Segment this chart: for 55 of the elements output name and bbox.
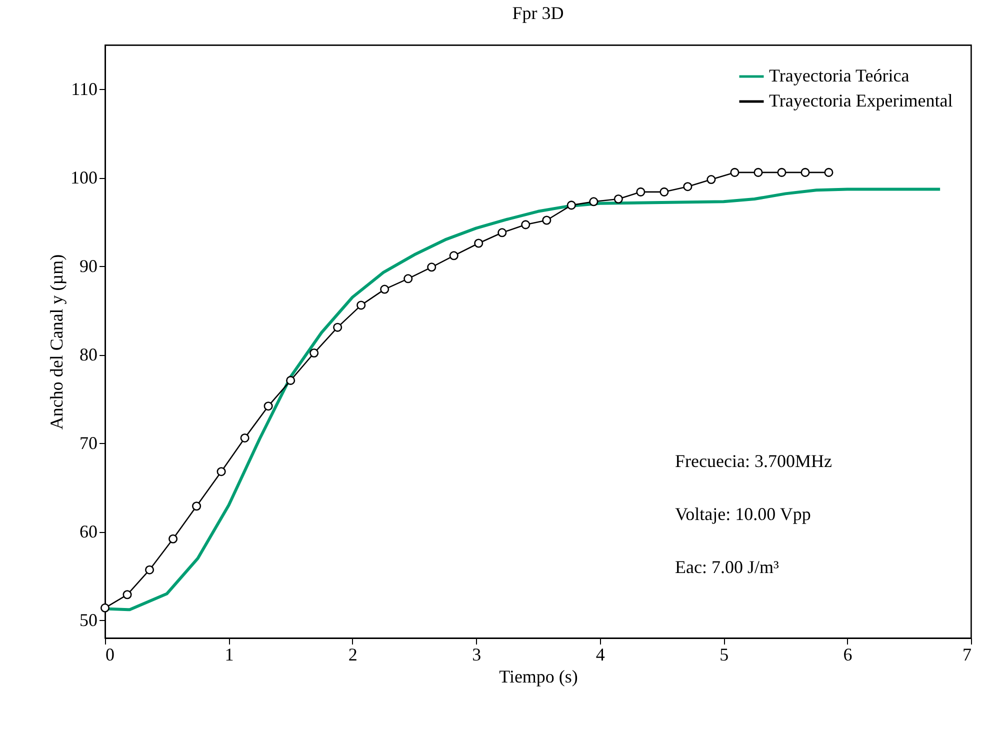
point bbox=[404, 274, 413, 284]
x-tick-label: 6 bbox=[843, 644, 852, 664]
annotation: Eac: 7.00 J/m³ bbox=[675, 557, 780, 577]
point bbox=[589, 197, 598, 206]
x-tick-label: 4 bbox=[596, 644, 605, 664]
point bbox=[474, 238, 484, 248]
point bbox=[286, 376, 296, 385]
point bbox=[356, 300, 366, 310]
point bbox=[192, 502, 202, 511]
legend-label: Trayectoria Experimental bbox=[769, 90, 953, 110]
x-tick-label: 0 bbox=[106, 644, 114, 664]
legend-label: Trayectoria Teórica bbox=[769, 66, 910, 86]
point bbox=[122, 590, 132, 600]
y-tick-label: 80 bbox=[80, 344, 98, 364]
y-tick-label: 100 bbox=[70, 167, 98, 188]
x-tick-label: 2 bbox=[348, 644, 358, 664]
point bbox=[614, 194, 623, 204]
point bbox=[730, 168, 740, 177]
x-tick-label: 1 bbox=[224, 644, 234, 664]
point bbox=[824, 168, 834, 177]
point bbox=[427, 262, 436, 272]
point bbox=[706, 175, 716, 184]
y-tick-label: 90 bbox=[80, 256, 98, 276]
annotation: Frecuecia: 3.700MHz bbox=[675, 451, 832, 471]
y-tick-label: 60 bbox=[80, 521, 98, 542]
point bbox=[100, 603, 110, 612]
point bbox=[449, 251, 458, 260]
x-tick-label: 3 bbox=[472, 644, 482, 664]
point bbox=[542, 216, 552, 225]
point bbox=[498, 228, 507, 238]
point bbox=[754, 168, 763, 177]
point bbox=[310, 348, 319, 358]
point bbox=[777, 168, 786, 177]
x-axis-title: Tiempo (s) bbox=[499, 666, 578, 686]
y-tick-label: 50 bbox=[80, 610, 98, 630]
point bbox=[800, 168, 810, 177]
y-tick-label: 70 bbox=[80, 432, 98, 453]
point bbox=[636, 187, 646, 196]
point bbox=[145, 565, 154, 574]
point bbox=[264, 402, 273, 411]
point bbox=[660, 187, 669, 196]
point bbox=[683, 182, 692, 192]
point bbox=[521, 220, 530, 230]
chart-title: Fpr 3D bbox=[512, 3, 564, 23]
point bbox=[168, 534, 178, 544]
point bbox=[240, 433, 250, 442]
point bbox=[566, 200, 576, 210]
x-tick-label: 5 bbox=[720, 644, 729, 664]
y-axis-title: Ancho del Canal y (µm) bbox=[46, 254, 66, 430]
point bbox=[216, 467, 226, 476]
x-tick-label: 7 bbox=[962, 644, 972, 664]
annotation: Voltaje: 10.00 Vpp bbox=[675, 504, 811, 524]
point bbox=[380, 284, 390, 294]
y-tick-label: 110 bbox=[71, 78, 98, 99]
point bbox=[333, 322, 342, 332]
